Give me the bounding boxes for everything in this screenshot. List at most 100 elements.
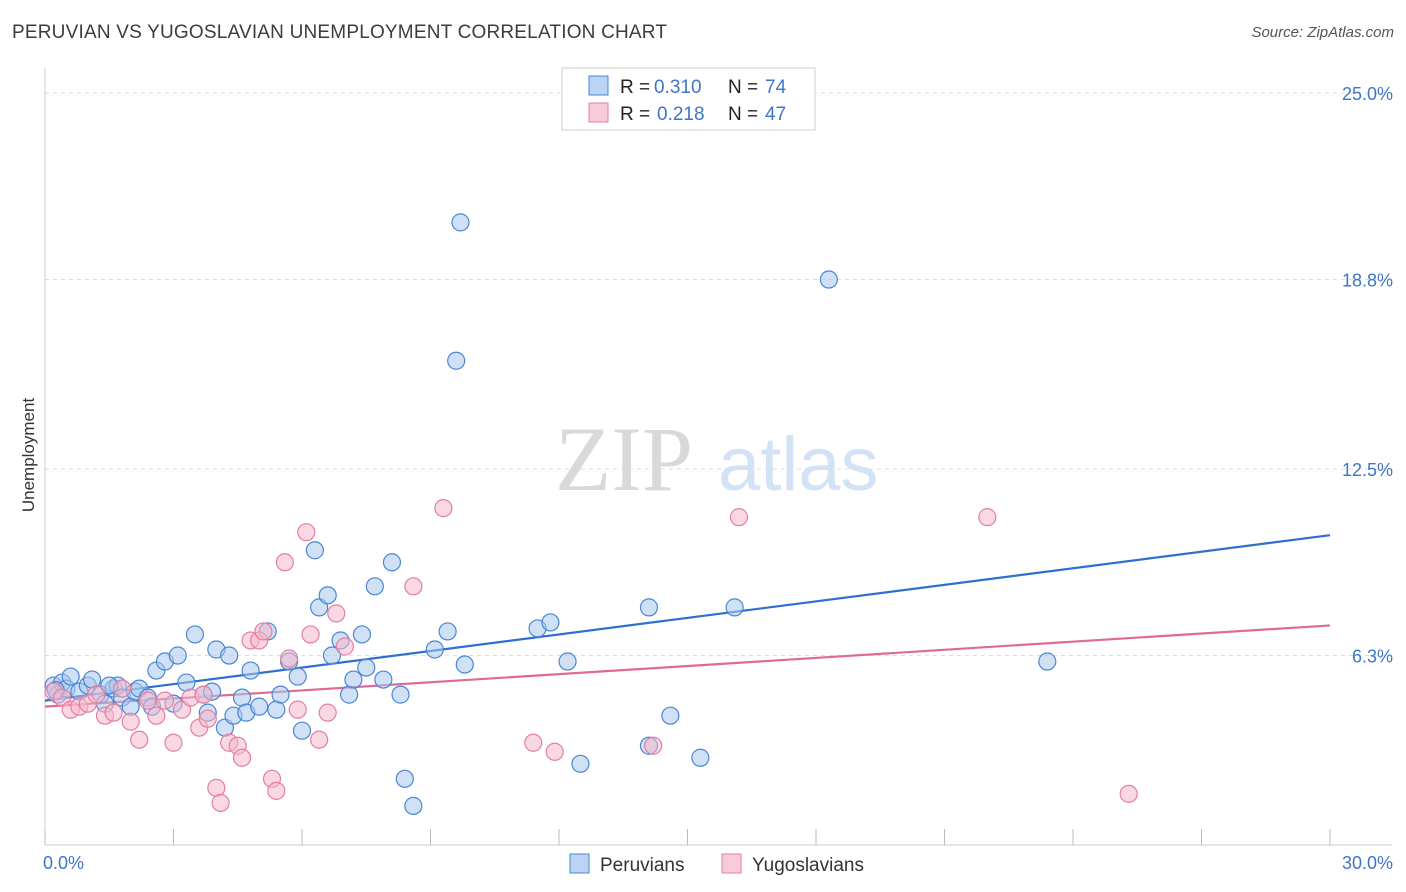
watermark-atlas: atlas	[718, 422, 879, 507]
data-points	[44, 213, 1138, 815]
bottom-legend-label-yugoslavians[interactable]: Yugoslavians	[752, 855, 864, 876]
point-peruvians-54	[395, 769, 414, 788]
point-yugoslavians-40	[524, 733, 543, 752]
point-peruvians-62	[541, 613, 560, 632]
x-tick-label-1: 30.0%	[1342, 853, 1393, 873]
point-peruvians-40	[292, 721, 312, 740]
source-note: Source: ZipAtlas.com	[1251, 24, 1394, 41]
point-peruvians-21	[168, 646, 187, 665]
point-yugoslavians-36	[327, 604, 346, 623]
point-yugoslavians-30	[280, 649, 299, 668]
watermark: ZIP atlas	[555, 408, 879, 510]
point-yugoslavians-23	[232, 748, 252, 767]
point-peruvians-71	[1038, 652, 1057, 671]
point-yugoslavians-37	[335, 637, 354, 656]
bottom-legend-swatch-peruvians[interactable]	[569, 853, 590, 874]
point-yugoslavians-33	[301, 625, 320, 644]
point-peruvians-69	[725, 598, 744, 617]
point-peruvians-68	[691, 748, 710, 767]
point-peruvians-33	[241, 661, 260, 680]
legend-r-value-peruvians: 0.310	[654, 77, 702, 98]
point-yugoslavians-46	[194, 685, 213, 704]
watermark-zip: ZIP	[555, 408, 693, 510]
point-peruvians-39	[288, 667, 307, 686]
point-yugoslavians-39	[434, 499, 453, 518]
point-yugoslavians-20	[211, 793, 230, 812]
point-yugoslavians-35	[318, 703, 337, 722]
point-yugoslavians-9	[121, 712, 140, 731]
point-peruvians-66	[639, 598, 659, 617]
legend-n-value-yugoslavians: 47	[765, 104, 786, 125]
point-yugoslavians-41	[545, 742, 564, 761]
point-yugoslavians-14	[164, 733, 183, 752]
bottom-legend-label-peruvians[interactable]: Peruvians	[600, 855, 685, 876]
x-tick-label-0: 0.0%	[43, 853, 84, 873]
point-yugoslavians-38	[404, 577, 423, 596]
point-peruvians-44	[322, 646, 342, 665]
point-peruvians-4	[61, 667, 80, 686]
correlation-legend: R = 0.310 N = 74 R = 0.218 N = 47	[561, 67, 816, 131]
point-yugoslavians-34	[310, 730, 329, 749]
legend-r-value-yugoslavians: 0.218	[657, 104, 705, 125]
legend-r-label-peruvians: R =	[620, 77, 650, 98]
point-yugoslavians-44	[978, 508, 997, 527]
point-peruvians-55	[404, 796, 423, 815]
legend-n-label-peruvians: N =	[728, 77, 758, 98]
point-yugoslavians-19	[207, 778, 226, 797]
point-yugoslavians-45	[1119, 784, 1138, 803]
point-peruvians-23	[185, 625, 205, 644]
x-tick-labels: 0.0% 30.0%	[43, 853, 1393, 873]
point-peruvians-48	[352, 625, 372, 644]
point-peruvians-29	[220, 646, 239, 665]
legend-swatch-peruvians	[588, 75, 609, 96]
axes	[44, 68, 1392, 846]
point-yugoslavians-12	[147, 706, 166, 725]
trend-line-yugoslavians	[44, 624, 1331, 708]
point-yugoslavians-32	[297, 523, 316, 542]
y-tick-labels: 6.3% 12.5% 18.8% 25.0%	[1342, 84, 1393, 666]
y-tick-label-1: 12.5%	[1342, 460, 1393, 480]
point-yugoslavians-28	[267, 781, 286, 800]
point-peruvians-22	[177, 673, 196, 692]
point-yugoslavians-11	[138, 691, 157, 710]
point-peruvians-36	[267, 700, 286, 719]
chart-title: PERUVIAN VS YUGOSLAVIAN UNEMPLOYMENT COR…	[12, 22, 668, 43]
point-peruvians-63	[558, 652, 577, 671]
point-peruvians-46	[340, 685, 359, 704]
point-yugoslavians-43	[729, 508, 749, 527]
trend-lines	[44, 534, 1331, 708]
point-yugoslavians-29	[275, 553, 294, 572]
point-peruvians-67	[661, 706, 680, 725]
point-peruvians-47	[344, 670, 363, 689]
point-peruvians-56	[425, 640, 444, 659]
point-peruvians-52	[382, 553, 402, 572]
y-tick-label-0: 6.3%	[1352, 647, 1393, 667]
point-peruvians-37	[271, 685, 290, 704]
point-peruvians-59	[455, 655, 474, 674]
point-peruvians-34	[250, 697, 269, 716]
point-peruvians-7	[83, 670, 102, 689]
point-peruvians-31	[232, 688, 252, 707]
point-yugoslavians-8	[112, 679, 132, 698]
y-tick-label-2: 18.8%	[1342, 271, 1393, 291]
point-yugoslavians-5	[87, 685, 106, 704]
point-yugoslavians-26	[254, 622, 273, 641]
point-yugoslavians-31	[288, 700, 307, 719]
point-peruvians-57	[438, 622, 457, 641]
bottom-legend-swatch-yugoslavians[interactable]	[721, 853, 742, 874]
legend-n-value-peruvians: 74	[765, 77, 787, 98]
y-axis-title: Unemployment	[19, 398, 38, 513]
legend-r-label-yugoslavians: R =	[620, 104, 650, 125]
trend-line-peruvians	[44, 534, 1331, 702]
legend-swatch-yugoslavians	[588, 102, 609, 123]
point-yugoslavians-42	[644, 736, 663, 755]
grid-lines	[45, 92, 1392, 657]
point-yugoslavians-7	[104, 703, 123, 722]
y-tick-label-3: 25.0%	[1342, 84, 1393, 104]
point-peruvians-50	[365, 577, 384, 596]
point-yugoslavians-13	[155, 691, 175, 710]
point-peruvians-60	[451, 213, 470, 232]
point-peruvians-43	[318, 586, 337, 605]
series-legend: Peruvians Yugoslavians	[569, 853, 864, 876]
point-peruvians-41	[305, 541, 324, 560]
